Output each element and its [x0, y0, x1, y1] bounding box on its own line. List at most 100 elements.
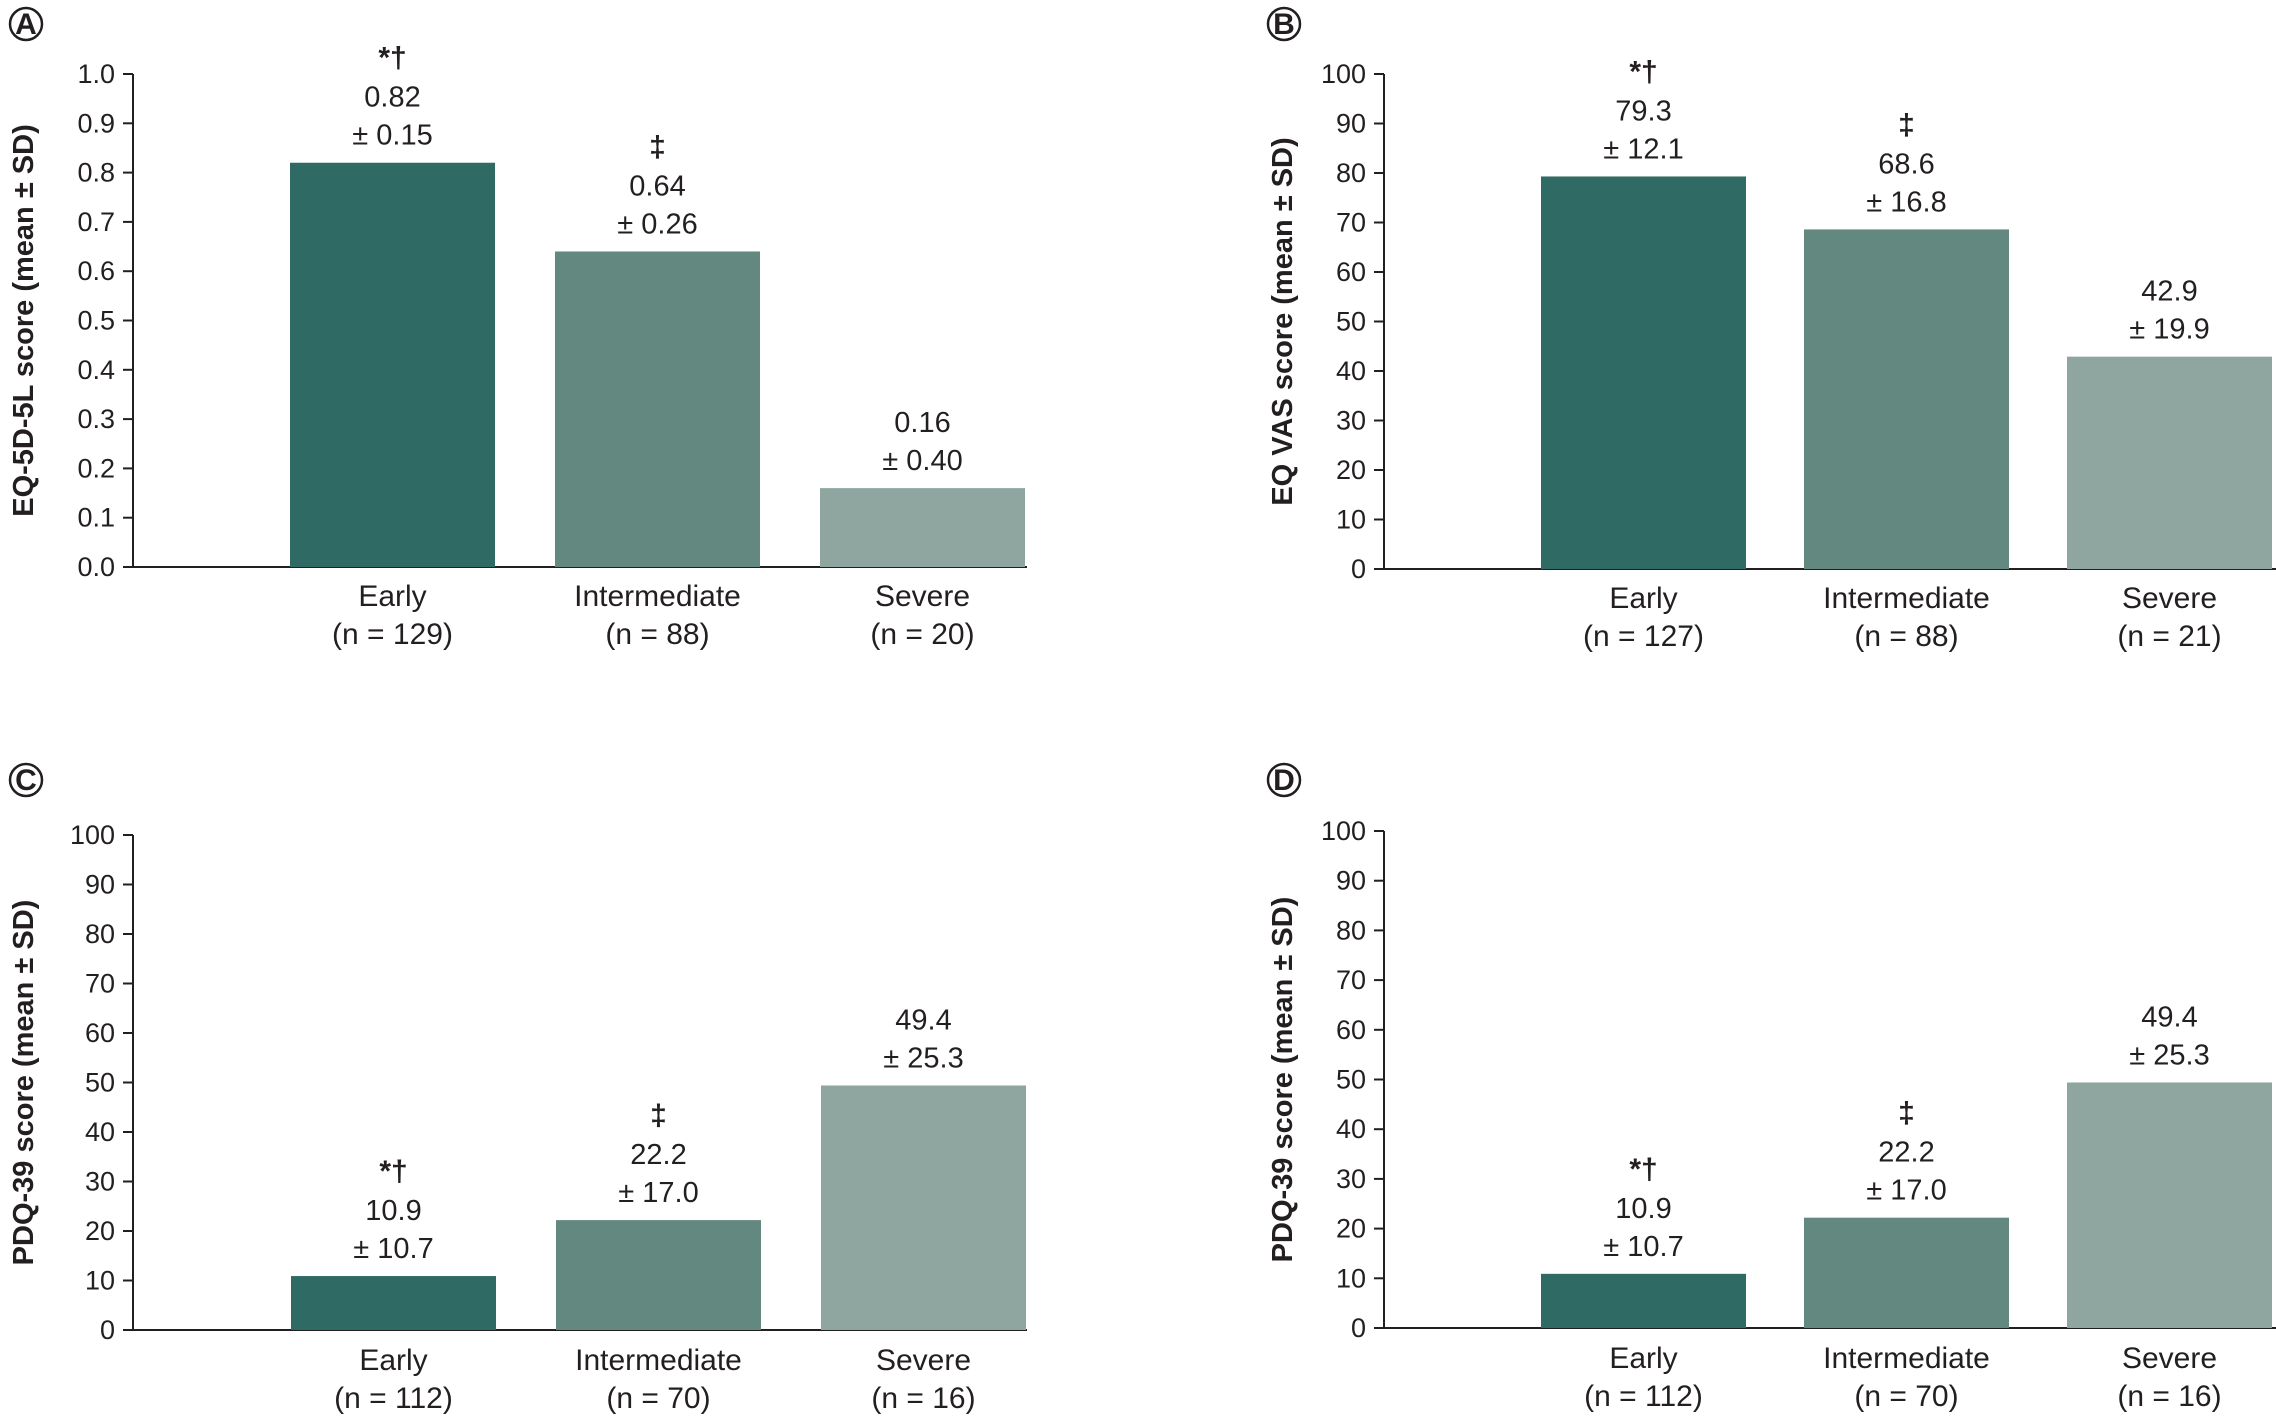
significance-marker: *†	[378, 42, 406, 75]
y-tick-label: 0	[1351, 554, 1366, 584]
bar-early	[1541, 1273, 1746, 1328]
category-label: Severe	[2122, 1342, 2217, 1375]
significance-marker: ‡	[650, 1099, 667, 1132]
significance-marker: *†	[1629, 1153, 1657, 1186]
y-tick-label: 10	[1336, 505, 1366, 535]
panel-letter-circle	[8, 6, 44, 42]
y-tick-label: 60	[1336, 1015, 1366, 1045]
panel-letter: D	[1273, 764, 1295, 797]
y-tick-label: 90	[85, 870, 115, 900]
category-label: Severe	[875, 580, 970, 613]
bar-intermediate	[556, 1220, 761, 1330]
y-tick-label: 0	[100, 1315, 115, 1345]
significance-marker: *†	[379, 1155, 407, 1188]
category-label: Early	[358, 580, 426, 613]
significance-marker: ‡	[1898, 108, 1915, 141]
y-tick-label: 70	[1336, 208, 1366, 238]
y-tick-label: 80	[1336, 158, 1366, 188]
sd-label: ± 0.26	[617, 208, 697, 240]
bar-severe	[820, 488, 1025, 567]
category-label: Early	[359, 1344, 427, 1377]
y-tick-label: 0.2	[77, 453, 115, 483]
y-tick-label: 10	[1336, 1263, 1366, 1293]
value-label: 0.16	[894, 407, 950, 439]
panel-letter: B	[1273, 8, 1295, 41]
y-tick-label: 100	[70, 820, 115, 850]
category-n-label: (n = 21)	[2117, 620, 2221, 653]
category-label: Intermediate	[575, 1344, 742, 1377]
value-label: 79.3	[1615, 95, 1671, 127]
value-label: 10.9	[1615, 1193, 1671, 1225]
category-n-label: (n = 70)	[1854, 1380, 1958, 1413]
category-label: Severe	[2122, 582, 2217, 615]
y-tick-label: 40	[1336, 356, 1366, 386]
bar-severe	[2067, 356, 2272, 569]
bar-intermediate	[1804, 229, 2009, 569]
significance-marker: ‡	[649, 130, 666, 163]
category-label: Early	[1609, 582, 1677, 615]
sd-label: ± 17.0	[618, 1177, 698, 1209]
panel-letter-badge: A	[8, 6, 44, 42]
value-label: 42.9	[2141, 276, 2197, 308]
y-axis-title: PDQ-39 score (mean ± SD)	[8, 900, 40, 1266]
significance-marker: *†	[1629, 55, 1657, 88]
y-tick-label: 60	[1336, 257, 1366, 287]
y-tick-label: 50	[85, 1068, 115, 1098]
value-label: 0.64	[629, 170, 685, 202]
sd-label: ± 0.40	[882, 445, 962, 477]
y-tick-label: 30	[1336, 406, 1366, 436]
y-tick-label: 0.1	[77, 503, 115, 533]
y-tick-label: 20	[1336, 1214, 1366, 1244]
y-tick-label: 0.4	[77, 355, 115, 385]
bar-severe	[2067, 1082, 2272, 1328]
y-tick-label: 0	[1351, 1313, 1366, 1343]
y-tick-label: 30	[1336, 1164, 1366, 1194]
panel-letter: C	[15, 764, 37, 797]
panel-a: A EQ-5D-5L score (mean ± SD) 0.0 0.1 0.2 0.3 0…	[8, 6, 1027, 651]
y-tick-label: 1.0	[77, 59, 115, 89]
panel-letter-circle	[8, 762, 44, 798]
category-n-label: (n = 129)	[332, 618, 453, 651]
y-tick-label: 70	[85, 969, 115, 999]
panel-letter-badge: B	[1266, 6, 1302, 42]
y-tick-label: 20	[1336, 455, 1366, 485]
bar-severe	[821, 1085, 1026, 1330]
sd-label: ± 10.7	[353, 1233, 433, 1265]
y-tick-label: 0.3	[77, 404, 115, 434]
y-tick-label: 60	[85, 1018, 115, 1048]
panel-letter-badge: C	[8, 762, 44, 798]
bar-early	[290, 162, 495, 568]
value-label: 0.82	[364, 82, 420, 114]
sd-label: ± 0.15	[352, 120, 432, 152]
significance-marker: ‡	[1898, 1097, 1915, 1130]
y-tick-label: 0.6	[77, 256, 115, 286]
category-label: Intermediate	[1823, 582, 1990, 615]
bar-intermediate	[1804, 1217, 2009, 1328]
category-label: Intermediate	[1823, 1342, 1990, 1375]
y-tick-label: 0.7	[77, 207, 115, 237]
category-n-label: (n = 88)	[605, 618, 709, 651]
y-tick-label: 40	[1336, 1114, 1366, 1144]
y-tick-label: 0.9	[77, 108, 115, 138]
y-tick-label: 80	[85, 919, 115, 949]
panel-b: B EQ VAS score (mean ± SD) 0 10 20 30 40 50 60 70…	[1266, 6, 2276, 653]
y-axis-title: PDQ-39 score (mean ± SD)	[1267, 897, 1299, 1263]
y-tick-label: 90	[1336, 109, 1366, 139]
y-tick-label: 100	[1321, 816, 1366, 846]
category-n-label: (n = 112)	[1584, 1380, 1703, 1413]
category-n-label: (n = 16)	[2117, 1380, 2221, 1413]
sd-label: ± 10.7	[1603, 1231, 1683, 1263]
bar-early	[1541, 176, 1746, 569]
y-tick-label: 20	[85, 1216, 115, 1246]
sd-label: ± 25.3	[883, 1042, 963, 1074]
y-tick-label: 70	[1336, 965, 1366, 995]
sd-label: ± 17.0	[1866, 1175, 1946, 1207]
y-tick-label: 100	[1321, 59, 1366, 89]
value-label: 22.2	[1878, 1137, 1934, 1169]
category-n-label: (n = 20)	[870, 618, 974, 651]
value-label: 68.6	[1878, 148, 1934, 180]
y-axis-title: EQ-5D-5L score (mean ± SD)	[8, 124, 40, 517]
value-label: 49.4	[2141, 1001, 2197, 1033]
panel-d: D PDQ-39 score (mean ± SD) 0 10 20 30 40 50 60 70…	[1266, 762, 2276, 1413]
